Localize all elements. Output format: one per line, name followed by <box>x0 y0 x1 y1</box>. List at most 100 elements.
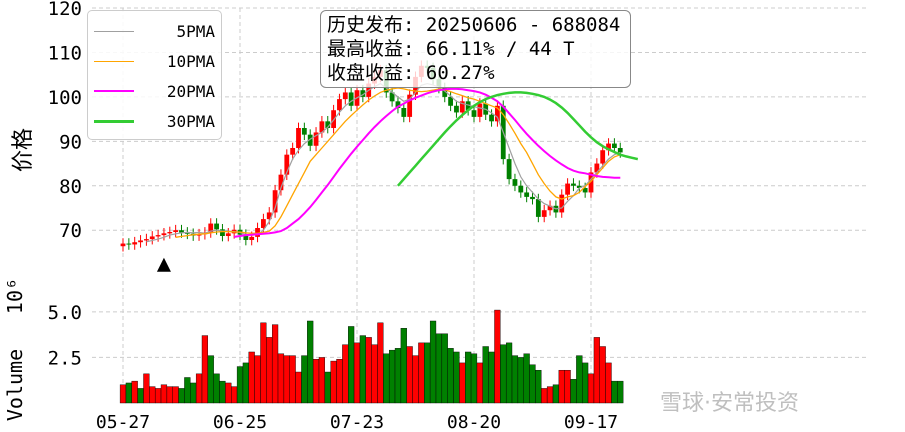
volume-bar <box>500 344 507 404</box>
candle-body <box>477 103 483 117</box>
candle-body <box>266 212 272 220</box>
volume-bar <box>453 351 460 404</box>
volume-bar <box>394 348 402 404</box>
price-tick-label: 110 <box>48 42 82 64</box>
volume-bar <box>149 386 156 404</box>
candle-body <box>243 234 249 240</box>
price-tick-label: 70 <box>59 220 82 242</box>
volume-bar <box>312 359 320 404</box>
candle <box>319 116 325 138</box>
volume-bar <box>248 351 255 404</box>
info-box: 历史发布: 20250606 - 688084 最高收益: 66.11% / 4… <box>320 10 631 88</box>
candle <box>495 100 500 127</box>
legend: 5PMA 10PMA 20PMA 30PMA <box>87 10 222 140</box>
candle <box>325 116 331 134</box>
volume-bar <box>371 344 378 404</box>
candle <box>506 153 512 185</box>
volume-bar <box>517 357 524 404</box>
volume-bar <box>190 382 197 404</box>
candle-body <box>600 150 606 164</box>
volume-bar <box>412 355 419 404</box>
candle <box>173 224 179 238</box>
candle <box>606 138 611 156</box>
volume-tick-label: 5.0 <box>48 302 82 324</box>
candle-body <box>155 235 161 237</box>
candle <box>313 127 319 152</box>
price-tick-label: 80 <box>59 176 82 198</box>
volume-bar <box>318 357 326 404</box>
candle <box>471 104 477 123</box>
candle-body <box>255 228 260 237</box>
candle-body <box>173 230 179 232</box>
candle-body <box>617 148 623 153</box>
candle-body <box>565 183 570 195</box>
candle <box>307 129 313 152</box>
candle <box>149 231 155 245</box>
volume-bar <box>166 386 173 404</box>
candle-body <box>325 121 331 128</box>
candle-body <box>535 199 541 217</box>
candle <box>161 228 167 241</box>
legend-entry: 10PMA <box>94 46 215 76</box>
candle <box>120 238 126 252</box>
volume-bar <box>283 355 290 404</box>
candle-body <box>541 210 547 217</box>
candle-body <box>296 128 301 148</box>
price-axis: 70 80 90 100 110 120 <box>48 0 82 242</box>
candle-body <box>149 236 155 240</box>
volume-bar <box>488 351 495 404</box>
candle <box>588 167 594 198</box>
candle-body <box>448 96 453 106</box>
volume-bar <box>564 369 571 404</box>
volume-bar <box>178 388 185 404</box>
legend-label: 5PMA <box>176 21 215 41</box>
candle <box>301 122 307 140</box>
volume-bar <box>213 373 220 404</box>
candle-body <box>612 143 617 148</box>
candle-body <box>518 185 524 193</box>
volume-bar <box>365 337 372 404</box>
candle <box>407 89 413 123</box>
volume-bar <box>172 386 179 404</box>
candle-body <box>489 114 494 122</box>
volume-bar <box>207 355 214 404</box>
candle-body <box>284 154 290 175</box>
moving-average-lines <box>146 82 639 243</box>
candle <box>208 218 214 238</box>
candle <box>284 149 290 180</box>
price-axis-label: 价格 <box>11 128 36 172</box>
candle <box>272 184 278 218</box>
volume-bar <box>260 322 267 404</box>
volume-bar <box>494 309 501 404</box>
volume-bar <box>558 369 565 404</box>
volume-scale-label: 10⁶ <box>3 278 27 314</box>
volume-bar <box>359 335 366 404</box>
info-line-close-return: 收盘收益: 60.27% <box>327 62 495 84</box>
volume-bar <box>154 388 162 404</box>
volume-bar <box>242 362 249 404</box>
candle-body <box>571 183 576 186</box>
candle <box>389 87 395 107</box>
volume-axis-label: Volume <box>3 349 27 421</box>
candle <box>255 222 260 243</box>
candle <box>559 189 565 218</box>
x-axis: 05-27 06-25 07-23 08-20 09-17 <box>96 8 618 432</box>
candle-body <box>524 192 530 197</box>
price-tick-label: 100 <box>48 87 82 109</box>
marker <box>156 257 171 272</box>
volume-bar <box>465 351 472 404</box>
volume-bar <box>195 373 203 404</box>
x-tick-label: 06-25 <box>213 412 267 432</box>
candle-body <box>144 239 149 241</box>
legend-swatch <box>94 60 134 62</box>
candle-body <box>506 159 512 180</box>
legend-entry: 5PMA <box>94 16 215 46</box>
volume-bar <box>593 337 600 404</box>
volume-bar <box>231 386 238 404</box>
candle-body <box>547 205 553 211</box>
candle <box>278 169 284 196</box>
candle <box>342 87 348 105</box>
volume-bar <box>377 322 384 404</box>
info-line-max-return: 最高收益: 66.11% / 44 T <box>327 38 575 60</box>
candle-body <box>530 196 535 200</box>
